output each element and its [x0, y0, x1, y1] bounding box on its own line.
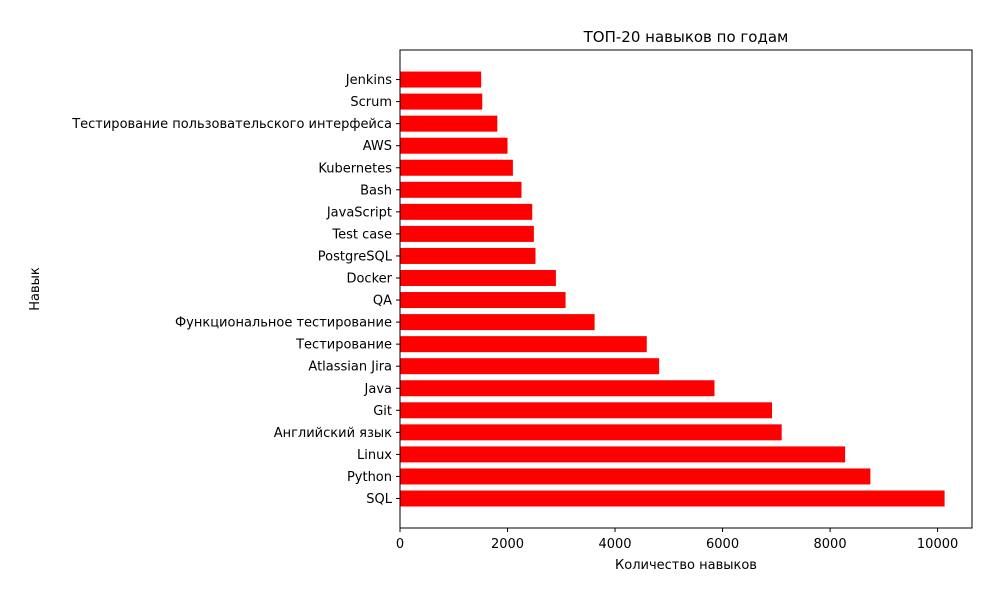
chart-title: ТОП-20 навыков по годам [583, 28, 789, 46]
bar [400, 203, 533, 220]
y-tick-label: Kubernetes [318, 161, 392, 176]
y-axis-label: Навык [28, 267, 43, 311]
y-tick-label: Scrum [350, 95, 392, 110]
x-tick-label: 0 [396, 537, 404, 552]
bar [400, 446, 846, 463]
x-tick-label: 4000 [598, 537, 631, 552]
bar [400, 468, 871, 485]
bar [400, 115, 498, 132]
bar [400, 292, 566, 309]
bar [400, 247, 536, 264]
bar [400, 270, 556, 286]
y-tick-label: QA [373, 294, 392, 309]
bar [400, 402, 773, 419]
plot-frame [399, 49, 973, 529]
bar [400, 314, 595, 331]
y-tick-label: PostgreSQL [318, 249, 393, 264]
y-tick-label: SQL [366, 492, 392, 507]
y-tick-label: Функциональное тестирование [175, 316, 392, 331]
bar [400, 490, 945, 507]
y-tick-label: Atlassian Jira [308, 360, 392, 375]
bar [400, 181, 522, 198]
y-tick-label: Тестирование [295, 338, 392, 353]
x-tick-label: 10000 [917, 537, 958, 552]
x-tick-label: 8000 [814, 537, 847, 552]
x-axis-label: Количество навыков [615, 558, 757, 573]
x-tick-label: 6000 [706, 537, 739, 552]
y-tick-label: AWS [363, 139, 392, 154]
y-axis-ticks: SQL Python Linux Английский язык Git Java Atla… [71, 73, 400, 507]
y-tick-label: Английский язык [274, 426, 392, 441]
x-tick-label: 2000 [491, 537, 524, 552]
bar [400, 93, 483, 110]
y-tick-label: Java [364, 382, 392, 397]
y-tick-label: Python [347, 470, 392, 485]
y-tick-label: Jenkins [345, 73, 392, 88]
bar [400, 380, 715, 397]
y-tick-label: JavaScript [326, 205, 392, 220]
y-tick-label: Git [373, 404, 392, 419]
bar [400, 137, 508, 154]
bar [400, 225, 534, 242]
y-tick-label: Test case [331, 227, 392, 242]
bar [400, 336, 647, 353]
y-tick-label: Docker [346, 272, 392, 287]
bar [400, 358, 660, 375]
bars-group [400, 71, 945, 507]
y-tick-label: Linux [357, 448, 392, 463]
bar [400, 159, 513, 176]
x-axis-ticks: 0 2000 4000 6000 8000 10000 [396, 528, 958, 552]
y-tick-label: Тестирование пользовательского интерфейс… [71, 117, 392, 132]
y-tick-label: Bash [360, 183, 392, 198]
bar [400, 424, 782, 441]
bar [400, 71, 482, 88]
